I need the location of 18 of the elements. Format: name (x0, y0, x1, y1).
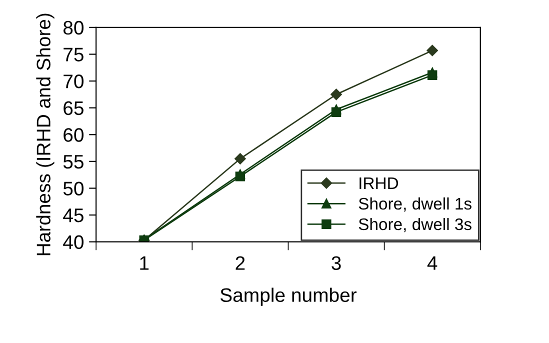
y-tick-label: 60 (64, 128, 84, 142)
legend-label: Shore, dwell 1s (358, 197, 472, 212)
y-tick-label: 55 (63, 155, 84, 169)
legend-label: IRHD (360, 177, 398, 189)
x-tick-label: 4 (427, 256, 438, 270)
y-tick-label: 80 (63, 20, 84, 35)
x-tick-label: 1 (140, 256, 149, 270)
x-axis-title: Sample number (220, 288, 357, 306)
y-tick-label: 65 (64, 101, 84, 116)
y-tick-label: 45 (63, 208, 84, 222)
legend-label: Shore, dwell 3s (358, 218, 472, 232)
y-axis-title: Hardness (IRHD and Shore) (36, 14, 54, 256)
x-tick-label: 3 (332, 256, 341, 270)
y-tick-label: 75 (64, 48, 84, 62)
y-tick-label: 50 (63, 182, 84, 196)
x-tick-label: 2 (236, 256, 245, 270)
y-tick-label: 40 (63, 235, 84, 250)
y-tick-label: 70 (64, 74, 84, 88)
